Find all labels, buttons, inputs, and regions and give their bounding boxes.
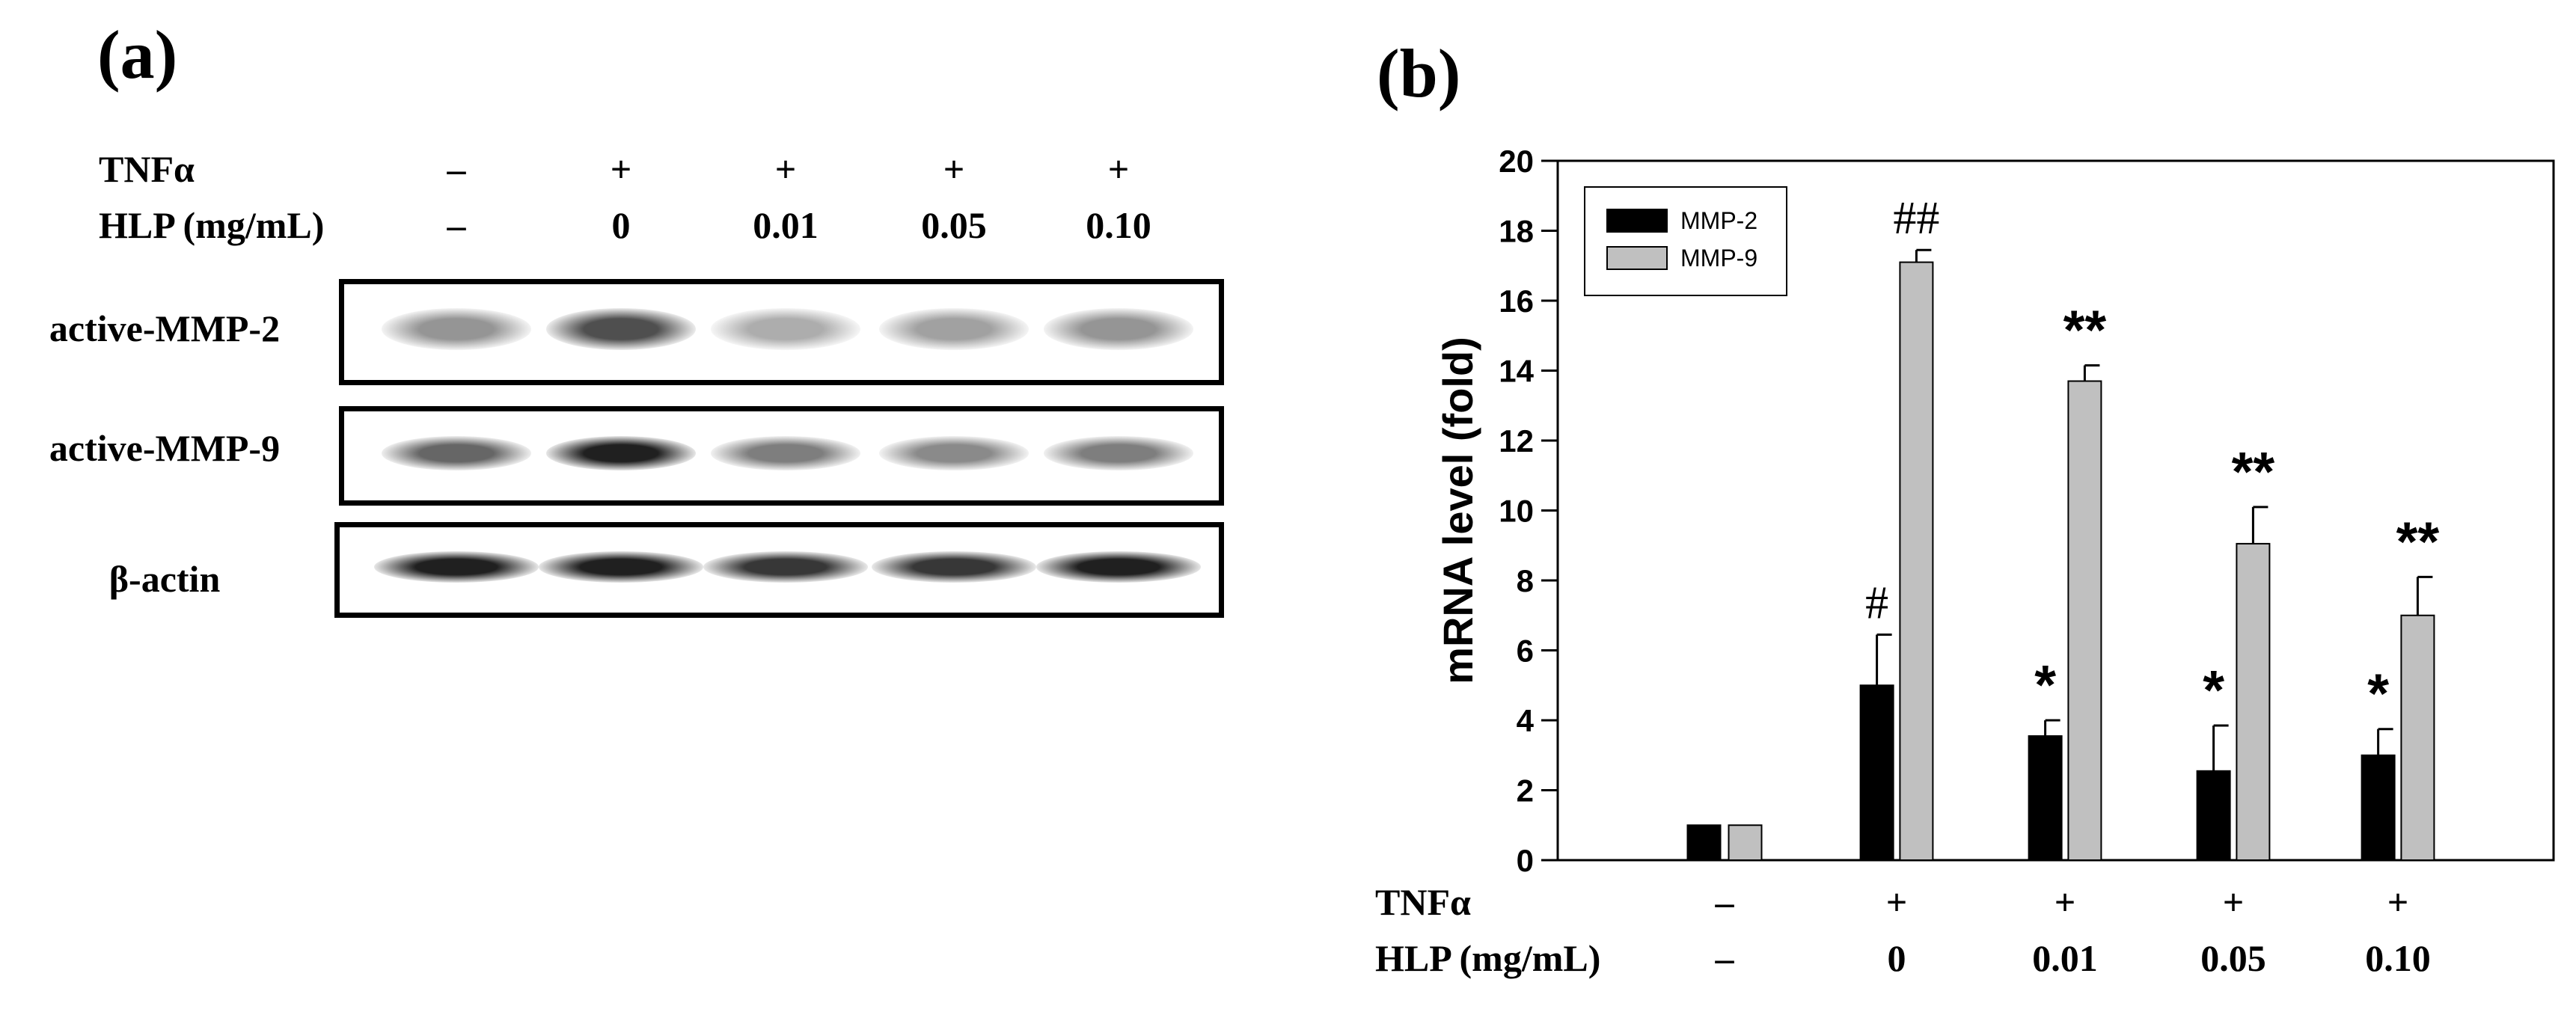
panel-a-tnf-value-0: – (447, 148, 466, 190)
blot-label-mmp9: active-MMP-9 (49, 427, 281, 469)
panel-b-hlp-value-3: 0.05 (2200, 937, 2266, 979)
blot-band (382, 435, 531, 470)
significance-marker: ** (2232, 441, 2275, 503)
bar-mmp-9-0 (1728, 824, 1763, 861)
chart-tnf-row-label: TNFα (1375, 881, 1471, 923)
blot-band (879, 308, 1029, 350)
y-tick-label: 14 (1499, 354, 1534, 389)
panel-b-hlp-value-2: 0.01 (2032, 937, 2098, 979)
hlp-row-label: HLP (mg/mL) (99, 204, 325, 246)
blot-band (546, 308, 696, 350)
panel-b-hlp-value-1: 0 (1887, 937, 1906, 979)
significance-marker: * (2034, 654, 2056, 716)
blot-band (382, 308, 531, 350)
panel-b-hlp-value-4: 0.10 (2365, 937, 2431, 979)
tnf-row-label: TNFα (99, 148, 195, 190)
panel-a-tnf-value-2: + (774, 148, 797, 190)
blot-band (711, 308, 860, 350)
panel-a-tnf-value-4: + (1107, 148, 1130, 190)
legend-label-mmp-9: MMP-9 (1680, 245, 1757, 272)
bar-mmp-9-3 (2236, 542, 2271, 861)
blot-label-mmp2: active-MMP-2 (49, 307, 281, 349)
legend-label-mmp-2: MMP-2 (1680, 207, 1757, 234)
bar-mmp-9-2 (2067, 380, 2102, 861)
blot-band (872, 551, 1036, 583)
blot-band (539, 551, 703, 583)
blot-band (879, 435, 1029, 470)
blot-band (546, 435, 696, 470)
blot-band (1044, 435, 1193, 470)
bar-mmp-2-3 (2196, 770, 2231, 861)
y-tick-label: 6 (1517, 634, 1534, 669)
bar-mmp-9-1 (1899, 261, 1934, 861)
y-tick-label: 0 (1517, 843, 1534, 878)
legend-swatch-mmp-9 (1606, 246, 1668, 270)
panel-b-tnf-value-3: + (2222, 881, 2245, 923)
panel-a-hlp-value-3: 0.05 (921, 204, 987, 246)
y-tick-label: 2 (1517, 773, 1534, 809)
bar-mmp-2-2 (2028, 735, 2063, 861)
significance-marker: # (1865, 577, 1888, 628)
y-tick-label: 12 (1499, 423, 1534, 459)
bar-mmp-2-0 (1686, 824, 1722, 861)
significance-marker: * (2367, 663, 2389, 725)
y-axis-label: mRNA level (fold) (1434, 337, 1481, 684)
panel-b-label: (b) (1377, 35, 1461, 111)
panel-b-tnf-value-1: + (1885, 881, 1908, 923)
blot-band (1044, 308, 1193, 350)
legend-box (1584, 186, 1787, 296)
panel-a-hlp-value-2: 0.01 (753, 204, 819, 246)
y-tick-label: 10 (1499, 494, 1534, 529)
blot-band (703, 551, 868, 583)
western-blot-mmp9 (339, 406, 1224, 506)
panel-b-tnf-value-4: + (2387, 881, 2409, 923)
significance-marker: ## (1893, 193, 1939, 244)
chart-hlp-row-label: HLP (mg/mL) (1375, 937, 1601, 979)
blot-label-beta-actin: β-actin (108, 558, 221, 600)
panel-a-tnf-value-3: + (943, 148, 965, 190)
y-tick-label: 18 (1499, 214, 1534, 249)
panel-b-hlp-value-0: – (1715, 937, 1734, 979)
panel-a-hlp-value-1: 0 (611, 204, 631, 246)
western-blot-beta-actin (334, 522, 1224, 618)
western-blot-mmp2 (339, 279, 1224, 385)
panel-b-tnf-value-0: – (1715, 881, 1734, 923)
blot-band (1036, 551, 1201, 583)
significance-marker: * (2203, 659, 2224, 721)
panel-a-hlp-value-4: 0.10 (1086, 204, 1151, 246)
panel-b-tnf-value-2: + (2054, 881, 2076, 923)
bar-mmp-9-4 (2400, 614, 2435, 861)
bar-mmp-2-1 (1859, 684, 1894, 861)
panel-a-tnf-value-1: + (610, 148, 632, 190)
legend-swatch-mmp-2 (1606, 209, 1668, 233)
y-tick-label: 8 (1517, 563, 1534, 598)
panel-a-label: (a) (97, 16, 178, 93)
bar-mmp-2-4 (2361, 754, 2396, 861)
y-tick-label: 16 (1499, 283, 1534, 319)
blot-band (374, 551, 539, 583)
significance-marker: ** (2063, 298, 2107, 361)
significance-marker: ** (2396, 510, 2440, 572)
y-tick-label: 20 (1499, 144, 1534, 179)
panel-a-hlp-value-0: – (447, 204, 466, 246)
y-tick-label: 4 (1517, 703, 1535, 738)
blot-band (711, 435, 860, 470)
